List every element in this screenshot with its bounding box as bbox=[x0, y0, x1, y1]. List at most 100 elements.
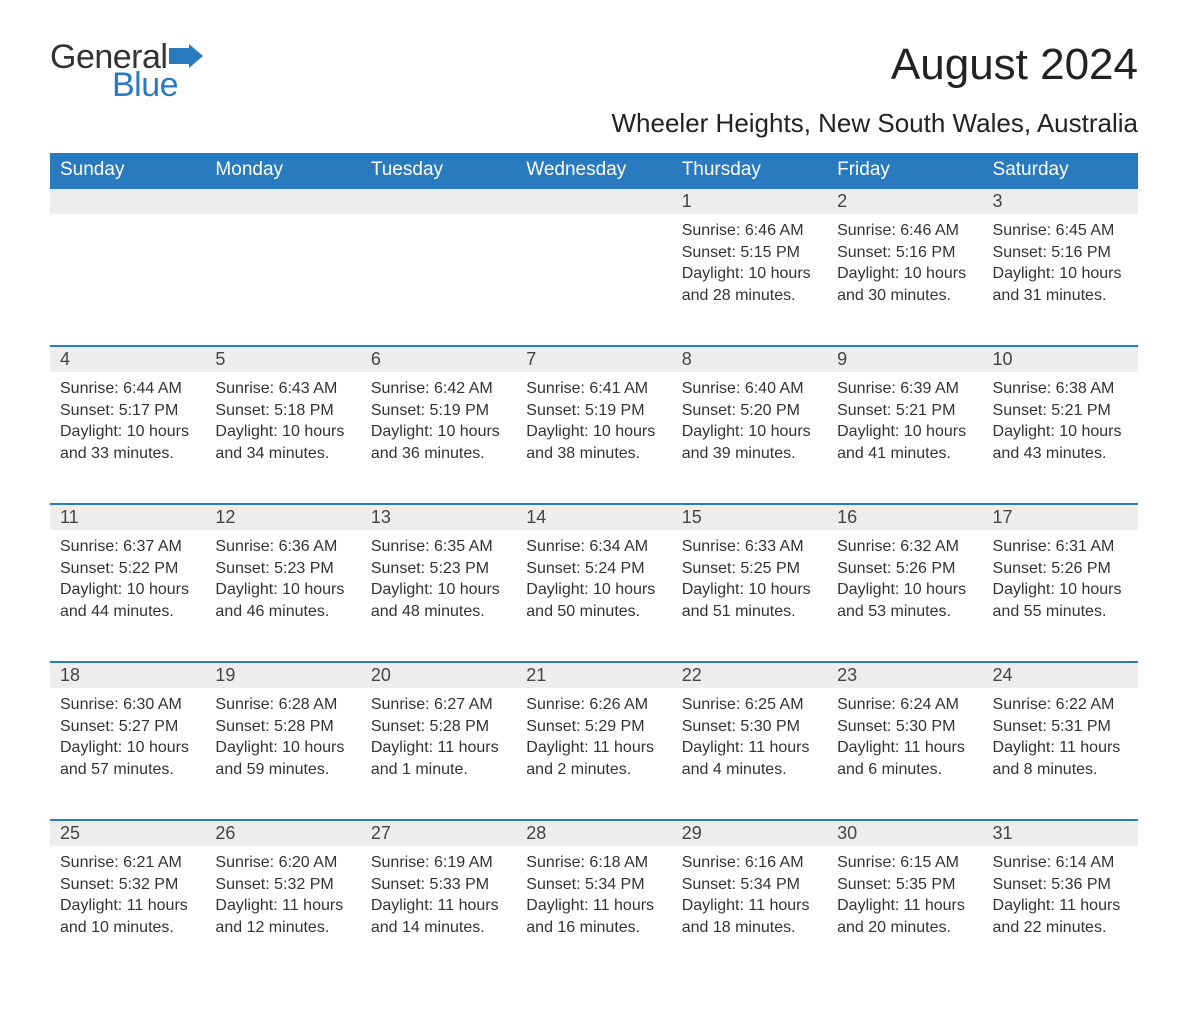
day-cell-blank bbox=[361, 214, 516, 346]
day-details: Sunrise: 6:34 AMSunset: 5:24 PMDaylight:… bbox=[516, 530, 671, 640]
day-cell: Sunrise: 6:44 AMSunset: 5:17 PMDaylight:… bbox=[50, 372, 205, 504]
day-number: 18 bbox=[50, 662, 205, 688]
day-number-row: 18192021222324 bbox=[50, 662, 1138, 688]
day-number: 28 bbox=[516, 820, 671, 846]
day-details: Sunrise: 6:33 AMSunset: 5:25 PMDaylight:… bbox=[672, 530, 827, 640]
day-details: Sunrise: 6:41 AMSunset: 5:19 PMDaylight:… bbox=[516, 372, 671, 482]
day-number: 23 bbox=[827, 662, 982, 688]
sunset-line: Sunset: 5:19 PM bbox=[371, 400, 506, 422]
day-details: Sunrise: 6:44 AMSunset: 5:17 PMDaylight:… bbox=[50, 372, 205, 482]
day-number-row: 123 bbox=[50, 188, 1138, 214]
day-details: Sunrise: 6:46 AMSunset: 5:15 PMDaylight:… bbox=[672, 214, 827, 324]
day-data-row: Sunrise: 6:21 AMSunset: 5:32 PMDaylight:… bbox=[50, 846, 1138, 978]
sunset-line: Sunset: 5:20 PM bbox=[682, 400, 817, 422]
daylight-line: Daylight: 11 hours and 14 minutes. bbox=[371, 895, 506, 938]
logo-text-blue: Blue bbox=[112, 68, 203, 102]
sunset-line: Sunset: 5:32 PM bbox=[215, 874, 350, 896]
sunset-line: Sunset: 5:34 PM bbox=[526, 874, 661, 896]
day-number: 3 bbox=[983, 188, 1138, 214]
day-cell: Sunrise: 6:27 AMSunset: 5:28 PMDaylight:… bbox=[361, 688, 516, 820]
daylight-line: Daylight: 11 hours and 10 minutes. bbox=[60, 895, 195, 938]
daylight-line: Daylight: 10 hours and 33 minutes. bbox=[60, 421, 195, 464]
day-data-row: Sunrise: 6:44 AMSunset: 5:17 PMDaylight:… bbox=[50, 372, 1138, 504]
day-cell: Sunrise: 6:42 AMSunset: 5:19 PMDaylight:… bbox=[361, 372, 516, 504]
sunrise-line: Sunrise: 6:36 AM bbox=[215, 536, 350, 558]
day-cell: Sunrise: 6:39 AMSunset: 5:21 PMDaylight:… bbox=[827, 372, 982, 504]
day-number: 24 bbox=[983, 662, 1138, 688]
calendar-table: SundayMondayTuesdayWednesdayThursdayFrid… bbox=[50, 153, 1138, 978]
sunrise-line: Sunrise: 6:18 AM bbox=[526, 852, 661, 874]
daylight-line: Daylight: 10 hours and 44 minutes. bbox=[60, 579, 195, 622]
weekday-header: Wednesday bbox=[516, 153, 671, 188]
day-cell: Sunrise: 6:32 AMSunset: 5:26 PMDaylight:… bbox=[827, 530, 982, 662]
day-number: 6 bbox=[361, 346, 516, 372]
day-number: 21 bbox=[516, 662, 671, 688]
sunset-line: Sunset: 5:28 PM bbox=[371, 716, 506, 738]
day-details: Sunrise: 6:32 AMSunset: 5:26 PMDaylight:… bbox=[827, 530, 982, 640]
sunset-line: Sunset: 5:25 PM bbox=[682, 558, 817, 580]
day-cell: Sunrise: 6:33 AMSunset: 5:25 PMDaylight:… bbox=[672, 530, 827, 662]
daylight-line: Daylight: 11 hours and 16 minutes. bbox=[526, 895, 661, 938]
day-cell: Sunrise: 6:46 AMSunset: 5:15 PMDaylight:… bbox=[672, 214, 827, 346]
day-cell: Sunrise: 6:35 AMSunset: 5:23 PMDaylight:… bbox=[361, 530, 516, 662]
weekday-header: Saturday bbox=[983, 153, 1138, 188]
day-cell: Sunrise: 6:19 AMSunset: 5:33 PMDaylight:… bbox=[361, 846, 516, 978]
sunrise-line: Sunrise: 6:28 AM bbox=[215, 694, 350, 716]
day-data-row: Sunrise: 6:46 AMSunset: 5:15 PMDaylight:… bbox=[50, 214, 1138, 346]
sunrise-line: Sunrise: 6:30 AM bbox=[60, 694, 195, 716]
sunrise-line: Sunrise: 6:42 AM bbox=[371, 378, 506, 400]
sunset-line: Sunset: 5:21 PM bbox=[837, 400, 972, 422]
day-details: Sunrise: 6:27 AMSunset: 5:28 PMDaylight:… bbox=[361, 688, 516, 798]
day-cell: Sunrise: 6:41 AMSunset: 5:19 PMDaylight:… bbox=[516, 372, 671, 504]
day-details: Sunrise: 6:26 AMSunset: 5:29 PMDaylight:… bbox=[516, 688, 671, 798]
day-details: Sunrise: 6:19 AMSunset: 5:33 PMDaylight:… bbox=[361, 846, 516, 956]
weekday-header: Tuesday bbox=[361, 153, 516, 188]
day-number: 9 bbox=[827, 346, 982, 372]
daylight-line: Daylight: 11 hours and 12 minutes. bbox=[215, 895, 350, 938]
day-number: 30 bbox=[827, 820, 982, 846]
page-title: August 2024 bbox=[891, 40, 1138, 90]
sunset-line: Sunset: 5:35 PM bbox=[837, 874, 972, 896]
day-details: Sunrise: 6:21 AMSunset: 5:32 PMDaylight:… bbox=[50, 846, 205, 956]
sunrise-line: Sunrise: 6:25 AM bbox=[682, 694, 817, 716]
sunrise-line: Sunrise: 6:38 AM bbox=[993, 378, 1128, 400]
daylight-line: Daylight: 10 hours and 31 minutes. bbox=[993, 263, 1128, 306]
day-number-blank bbox=[50, 188, 205, 214]
day-cell: Sunrise: 6:26 AMSunset: 5:29 PMDaylight:… bbox=[516, 688, 671, 820]
day-details: Sunrise: 6:30 AMSunset: 5:27 PMDaylight:… bbox=[50, 688, 205, 798]
day-number: 20 bbox=[361, 662, 516, 688]
day-cell: Sunrise: 6:46 AMSunset: 5:16 PMDaylight:… bbox=[827, 214, 982, 346]
day-number-row: 25262728293031 bbox=[50, 820, 1138, 846]
day-cell: Sunrise: 6:16 AMSunset: 5:34 PMDaylight:… bbox=[672, 846, 827, 978]
day-cell: Sunrise: 6:30 AMSunset: 5:27 PMDaylight:… bbox=[50, 688, 205, 820]
day-cell: Sunrise: 6:34 AMSunset: 5:24 PMDaylight:… bbox=[516, 530, 671, 662]
daylight-line: Daylight: 10 hours and 38 minutes. bbox=[526, 421, 661, 464]
sunset-line: Sunset: 5:28 PM bbox=[215, 716, 350, 738]
daylight-line: Daylight: 11 hours and 1 minute. bbox=[371, 737, 506, 780]
day-cell: Sunrise: 6:40 AMSunset: 5:20 PMDaylight:… bbox=[672, 372, 827, 504]
day-number: 29 bbox=[672, 820, 827, 846]
daylight-line: Daylight: 10 hours and 59 minutes. bbox=[215, 737, 350, 780]
sunrise-line: Sunrise: 6:41 AM bbox=[526, 378, 661, 400]
daylight-line: Daylight: 10 hours and 50 minutes. bbox=[526, 579, 661, 622]
sunrise-line: Sunrise: 6:45 AM bbox=[993, 220, 1128, 242]
sunset-line: Sunset: 5:26 PM bbox=[837, 558, 972, 580]
sunset-line: Sunset: 5:34 PM bbox=[682, 874, 817, 896]
day-cell: Sunrise: 6:37 AMSunset: 5:22 PMDaylight:… bbox=[50, 530, 205, 662]
day-data-row: Sunrise: 6:37 AMSunset: 5:22 PMDaylight:… bbox=[50, 530, 1138, 662]
sunrise-line: Sunrise: 6:46 AM bbox=[837, 220, 972, 242]
daylight-line: Daylight: 11 hours and 8 minutes. bbox=[993, 737, 1128, 780]
day-cell: Sunrise: 6:43 AMSunset: 5:18 PMDaylight:… bbox=[205, 372, 360, 504]
day-number: 2 bbox=[827, 188, 982, 214]
daylight-line: Daylight: 10 hours and 34 minutes. bbox=[215, 421, 350, 464]
weekday-header-row: SundayMondayTuesdayWednesdayThursdayFrid… bbox=[50, 153, 1138, 188]
day-details: Sunrise: 6:25 AMSunset: 5:30 PMDaylight:… bbox=[672, 688, 827, 798]
sunset-line: Sunset: 5:30 PM bbox=[682, 716, 817, 738]
day-cell-blank bbox=[516, 214, 671, 346]
day-number-blank bbox=[205, 188, 360, 214]
daylight-line: Daylight: 10 hours and 41 minutes. bbox=[837, 421, 972, 464]
daylight-line: Daylight: 11 hours and 22 minutes. bbox=[993, 895, 1128, 938]
day-details: Sunrise: 6:36 AMSunset: 5:23 PMDaylight:… bbox=[205, 530, 360, 640]
daylight-line: Daylight: 11 hours and 2 minutes. bbox=[526, 737, 661, 780]
sunrise-line: Sunrise: 6:37 AM bbox=[60, 536, 195, 558]
